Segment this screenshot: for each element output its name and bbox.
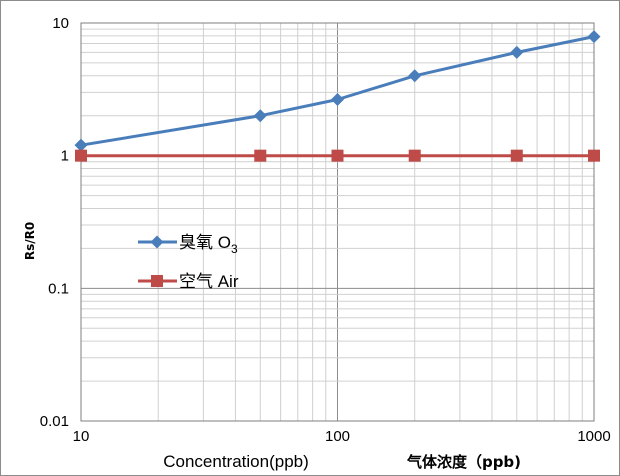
- data-point-0-0: [74, 138, 88, 152]
- series-line-0: [80, 35, 595, 147]
- y-axis-tick-labels: 10 1 0.1 0.01: [40, 15, 69, 430]
- x-tick-label: 100: [325, 428, 350, 445]
- data-point-1-1: [254, 149, 267, 162]
- data-point-0-2: [331, 93, 344, 107]
- data-point-1-3: [408, 149, 421, 162]
- data-point-0-4: [510, 45, 524, 59]
- x-tick-label: 10: [73, 428, 90, 445]
- legend: 臭氧 O3 空气 Air: [138, 233, 239, 291]
- y-tick-label: 10: [52, 15, 69, 32]
- legend-air-label: 空气 Air: [179, 272, 239, 291]
- data-point-0-5: [587, 30, 601, 44]
- grid: [80, 22, 595, 422]
- x-axis-label: Concentration(ppb): [163, 452, 309, 471]
- legend-ozone-label: 臭氧 O3: [179, 233, 238, 256]
- data-point-1-2: [331, 149, 344, 162]
- y-tick-label: 1: [61, 148, 69, 165]
- y-axis-label: Rs/R0: [23, 222, 37, 260]
- data-point-1-0: [75, 149, 87, 162]
- y-tick-label: 0.01: [40, 413, 69, 430]
- data-point-1-5: [588, 149, 600, 162]
- data-point-0-1: [253, 109, 267, 123]
- plot-border: [80, 22, 595, 422]
- series-layer: [74, 30, 601, 162]
- y-tick-label: 0.1: [48, 280, 69, 297]
- legend-ozone-marker: [150, 235, 164, 249]
- legend-item-air: 空气 Air: [138, 272, 239, 291]
- x-tick-label: 1000: [577, 428, 610, 445]
- x-axis-tick-labels: 10 100 1000: [73, 428, 611, 445]
- data-point-1-4: [510, 149, 523, 162]
- data-point-0-3: [408, 69, 422, 83]
- x-axis-label-cn: 气体浓度（ppb): [406, 453, 521, 471]
- legend-item-ozone: 臭氧 O3: [138, 233, 238, 256]
- legend-air-marker: [151, 275, 163, 287]
